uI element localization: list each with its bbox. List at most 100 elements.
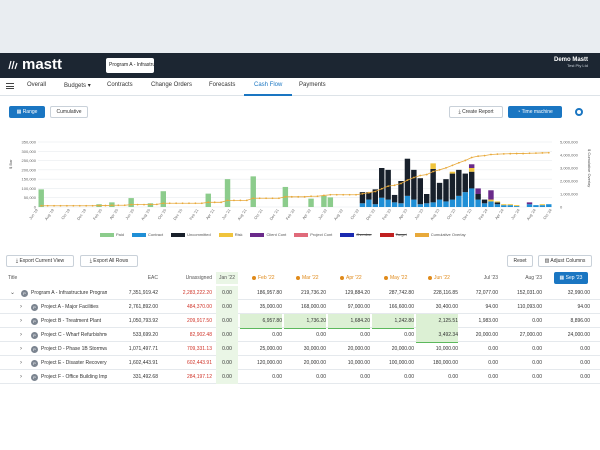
cell-jan[interactable]: 0.00 [216,314,238,328]
bar-paid[interactable] [308,198,314,207]
bar-contract[interactable] [379,197,385,207]
cell-jul[interactable]: 72,077.00 [475,290,498,296]
cell-jun[interactable]: 228,116.85 [433,290,458,296]
cumulative-point[interactable] [290,195,293,198]
chevron-right-icon[interactable]: › [20,332,22,338]
cumulative-point[interactable] [457,161,460,164]
cell-apr[interactable]: 1,684.20 [328,314,370,329]
bar-paid[interactable] [205,193,211,207]
cumulative-point[interactable] [53,204,55,207]
cumulative-point[interactable] [419,174,422,177]
legend-item[interactable]: Client Cont [250,232,286,237]
col-mar-22[interactable]: Mar '22 [296,272,319,284]
cell-apr[interactable]: 0.00 [360,332,370,338]
export-current-view-button[interactable]: ⤓ Export Current View [6,255,74,267]
bar-uncommitted[interactable] [456,169,462,196]
cell-sep[interactable]: 8,896.00 [570,318,590,324]
cell-jan[interactable]: 0.00 [216,328,238,342]
cell-eac[interactable]: 1,602,443.91 [128,360,158,366]
cumulative-point[interactable] [239,199,242,202]
tab-cash-flow[interactable]: Cash Flow [254,82,283,88]
cumulative-point[interactable] [104,204,107,207]
time-machine-button[interactable]: ◔ Time machine [508,106,562,118]
cumulative-point[interactable] [303,195,306,198]
table-row[interactable]: › P Project B - Treatment Plant 1,050,793.9… [0,314,600,329]
cumulative-point[interactable] [181,202,184,205]
table-row[interactable]: › P Project E - Disaster Recovery 1,602,443… [0,356,600,370]
cell-may[interactable]: 20,000.00 [391,346,414,352]
bar-contract[interactable] [359,203,366,207]
bar-uncommitted[interactable] [379,168,385,198]
bar-risk[interactable] [501,204,507,206]
legend-item[interactable]: Uncommitted [171,232,211,237]
row-title[interactable]: Project E - Disaster Recovery [41,360,107,366]
cumulative-point[interactable] [91,204,94,207]
cell-eac[interactable]: 1,071,497.71 [128,346,158,352]
cell-may[interactable]: 166,600.00 [388,304,414,310]
cumulative-point[interactable] [194,202,197,205]
bar-contract[interactable] [526,204,533,207]
col-aug-23[interactable]: Aug '23 [525,275,542,281]
bar-contract[interactable] [430,202,436,207]
tab-contracts[interactable]: Contracts [107,82,133,88]
cumulative-point[interactable] [490,153,492,156]
cell-jan[interactable]: 0.00 [216,286,238,300]
bar-contract[interactable] [385,199,391,207]
bar-contract[interactable] [507,205,513,207]
bar-contract[interactable] [475,199,481,207]
cumulative-point[interactable] [502,152,505,155]
cell-eac[interactable]: 533,699.20 [132,332,158,338]
cell-feb[interactable]: 186,957.80 [256,290,282,296]
bar-contract[interactable] [468,188,475,207]
cell-aug[interactable]: 110,093.00 [517,304,542,310]
bar-risk[interactable] [430,163,436,169]
cell-eac[interactable]: 1,050,793.92 [128,318,158,324]
cell-mar[interactable]: 168,000.00 [300,304,326,310]
user-menu[interactable]: Demo Mastt Test Pty Ltd [554,57,588,68]
cell-unassigned[interactable]: 602,443.91 [186,360,212,366]
bar-client[interactable] [526,202,533,205]
cell-feb[interactable]: 6,957.80 [240,314,282,329]
cell-jun[interactable]: 10,000.00 [435,346,458,352]
cell-feb[interactable]: 0.00 [272,374,282,380]
cumulative-point[interactable] [316,195,319,198]
bar-contract[interactable] [456,195,462,207]
bar-paid[interactable] [38,189,44,207]
bar-risk[interactable] [494,201,501,203]
cell-mar[interactable]: 20,000.00 [303,360,326,366]
cell-may[interactable]: 0.00 [404,374,414,380]
cumulative-point[interactable] [233,199,235,202]
cumulative-point[interactable] [252,197,255,200]
bar-contract[interactable] [417,204,423,207]
gear-icon[interactable] [575,108,583,116]
bar-risk[interactable] [513,205,520,207]
cumulative-point[interactable] [278,197,280,200]
cumulative-point[interactable] [393,184,396,187]
col-jan-22[interactable]: Jan '22 [216,272,238,284]
cell-mar[interactable]: 1,736.20 [284,314,326,329]
bar-paid[interactable] [327,197,334,207]
cumulative-point[interactable] [451,164,454,167]
cumulative-point[interactable] [226,199,229,202]
cell-apr[interactable]: 97,000.00 [347,304,370,310]
cell-jul[interactable]: 0.00 [488,346,498,352]
cell-may[interactable]: 1,242.80 [372,314,414,329]
tab-budgets[interactable]: Budgets ▾ [64,82,91,89]
bar-uncommitted[interactable] [443,179,449,202]
cumulative-point[interactable] [470,156,473,159]
cell-apr[interactable]: 10,000.00 [347,360,370,366]
bar-uncommitted[interactable] [481,199,488,204]
cell-feb[interactable]: 35,000.00 [259,304,282,310]
bar-uncommitted[interactable] [475,194,481,200]
cell-jul[interactable]: 20,000.00 [475,332,498,338]
bar-uncommitted[interactable] [449,173,456,200]
legend-item[interactable]: Paid [100,232,124,237]
cumulative-point[interactable] [361,192,364,195]
cell-unassigned[interactable]: 484,370.00 [186,304,212,310]
cumulative-point[interactable] [85,204,88,207]
cell-mar[interactable]: 30,000.00 [303,346,326,352]
legend-item[interactable]: Contract [132,232,163,237]
cell-feb[interactable]: 25,000.00 [259,346,282,352]
bar-paid[interactable] [250,176,256,207]
row-title[interactable]: Project A - Major Facilities [41,304,99,310]
